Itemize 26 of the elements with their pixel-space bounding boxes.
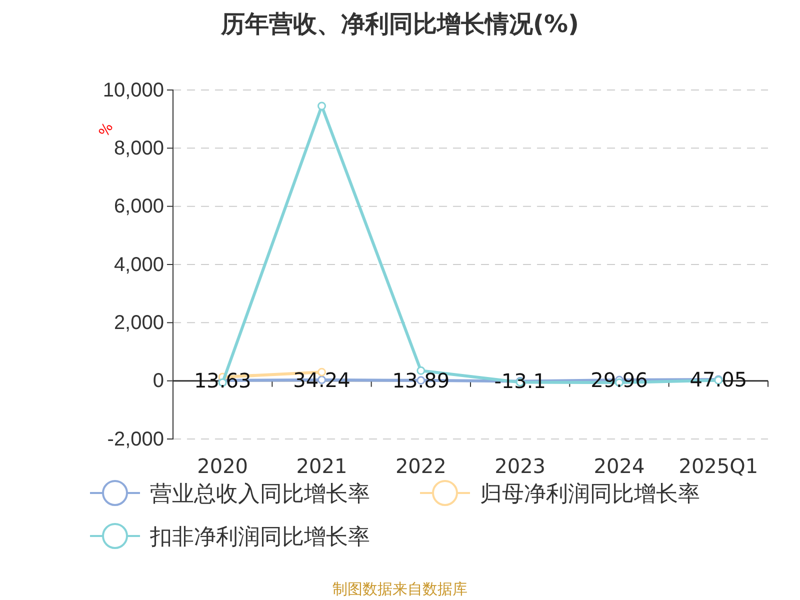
y-tick-label: -2,000 (107, 428, 164, 450)
x-tick-label: 2020 (197, 454, 248, 478)
y-tick-label: 4,000 (114, 254, 164, 276)
data-label: 29.96 (590, 368, 648, 392)
data-label: 13.89 (392, 368, 450, 392)
data-label: 47.05 (690, 367, 748, 392)
y-axis-title: % (96, 120, 117, 140)
x-tick-label: 2025Q1 (678, 454, 758, 478)
y-tick-label: 2,000 (114, 312, 164, 334)
legend-label: 归母净利润同比增长率 (480, 482, 700, 507)
x-tick-label: 2021 (296, 454, 348, 478)
y-tick-label: 10,000 (102, 79, 164, 102)
legend-label: 营业总收入同比增长率 (150, 482, 370, 507)
y-tick-label: 0 (152, 370, 164, 392)
point (318, 102, 326, 110)
data-label: -13.1 (494, 369, 546, 394)
y-tick-label: 6,000 (114, 196, 164, 218)
x-tick-label: 2024 (594, 454, 645, 478)
text: 制图数据来自数据库 (332, 580, 468, 598)
y-tick-label: 8,000 (114, 138, 164, 160)
x-tick-label: 2022 (395, 454, 446, 478)
chart-title: 历年营收、净利同比增长情况(%) (220, 10, 579, 38)
legend-label: 扣非净利润同比增长率 (149, 525, 370, 550)
data-label: 34.24 (293, 368, 350, 392)
data-label: 13.63 (194, 368, 252, 392)
x-tick-label: 2023 (494, 454, 546, 478)
